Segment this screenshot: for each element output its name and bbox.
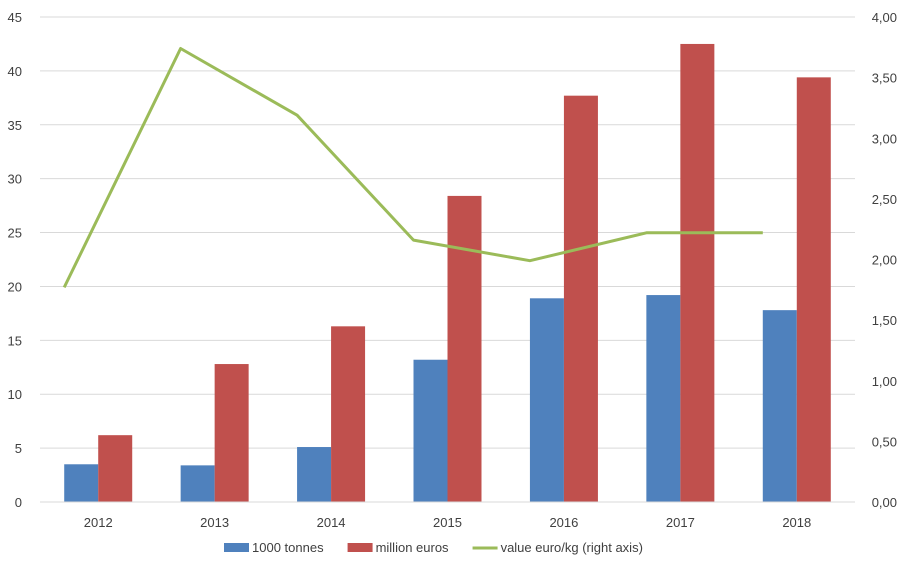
- y-left-tick-label: 20: [8, 279, 22, 294]
- y-right-tick-label: 0,50: [872, 434, 897, 449]
- y-left-tick-label: 40: [8, 64, 22, 79]
- legend-label-1000-tonnes: 1000 tonnes: [252, 540, 324, 555]
- x-tick-label: 2015: [433, 515, 462, 530]
- bar-1000-tonnes-2013: [180, 465, 215, 502]
- y-right-tick-label: 2,00: [872, 253, 897, 268]
- y-left-tick-label: 45: [8, 10, 22, 25]
- bar-million-euros-2018: [796, 77, 831, 502]
- x-tick-label: 2013: [200, 515, 229, 530]
- bar-million-euros-2012: [98, 435, 133, 502]
- line-series: [62, 47, 763, 289]
- x-tick-label: 2018: [782, 515, 811, 530]
- line-value-euro-per-kg: [62, 47, 763, 289]
- y-right-tick-label: 4,00: [872, 10, 897, 25]
- bar-1000-tonnes-2018: [762, 310, 797, 502]
- bar-1000-tonnes-2017: [646, 295, 681, 502]
- bar-million-euros-2014: [331, 326, 366, 502]
- y-right-tick-label: 2,50: [872, 192, 897, 207]
- bar-1000-tonnes-2012: [64, 464, 99, 502]
- y-left-tick-label: 30: [8, 172, 22, 187]
- legend-swatch-million-euros: [347, 543, 373, 552]
- bar-million-euros-2016: [563, 95, 598, 502]
- y-left-tick-label: 0: [15, 495, 22, 510]
- legend-label-million-euros: million euros: [376, 540, 449, 555]
- y-right-tick-label: 3,50: [872, 71, 897, 86]
- legend-swatch-1000-tonnes: [224, 543, 249, 552]
- bar-million-euros-2015: [447, 195, 482, 502]
- y-left-tick-label: 35: [8, 118, 22, 133]
- bar-million-euros-2013: [214, 364, 249, 502]
- bar-1000-tonnes-2015: [413, 359, 448, 502]
- x-tick-label: 2014: [317, 515, 346, 530]
- axes: 0 5 10 15 20 25 30 35 40 45 0,00 0,50 1,00 1,50 2,00 2,…: [8, 10, 897, 530]
- x-tick-label: 2016: [549, 515, 578, 530]
- legend: 1000 tonnes million euros value euro/kg (r…: [224, 540, 643, 555]
- y-left-tick-label: 25: [8, 226, 22, 241]
- y-right-tick-label: 1,50: [872, 313, 897, 328]
- bar-million-euros-2017: [680, 43, 715, 502]
- y-left-tick-label: 15: [8, 333, 22, 348]
- bar-1000-tonnes-2016: [529, 298, 564, 502]
- x-tick-label: 2012: [84, 515, 113, 530]
- x-tick-label: 2017: [666, 515, 695, 530]
- y-right-tick-label: 3,00: [872, 131, 897, 146]
- y-right-tick-label: 0,00: [872, 495, 897, 510]
- bar-1000-tonnes-2014: [297, 447, 332, 502]
- legend-label-value-euro-kg-right-axis: value euro/kg (right axis): [501, 540, 643, 555]
- y-right-tick-label: 1,00: [872, 374, 897, 389]
- y-left-tick-label: 5: [15, 441, 22, 456]
- bars: [64, 43, 831, 502]
- y-left-tick-label: 10: [8, 387, 22, 402]
